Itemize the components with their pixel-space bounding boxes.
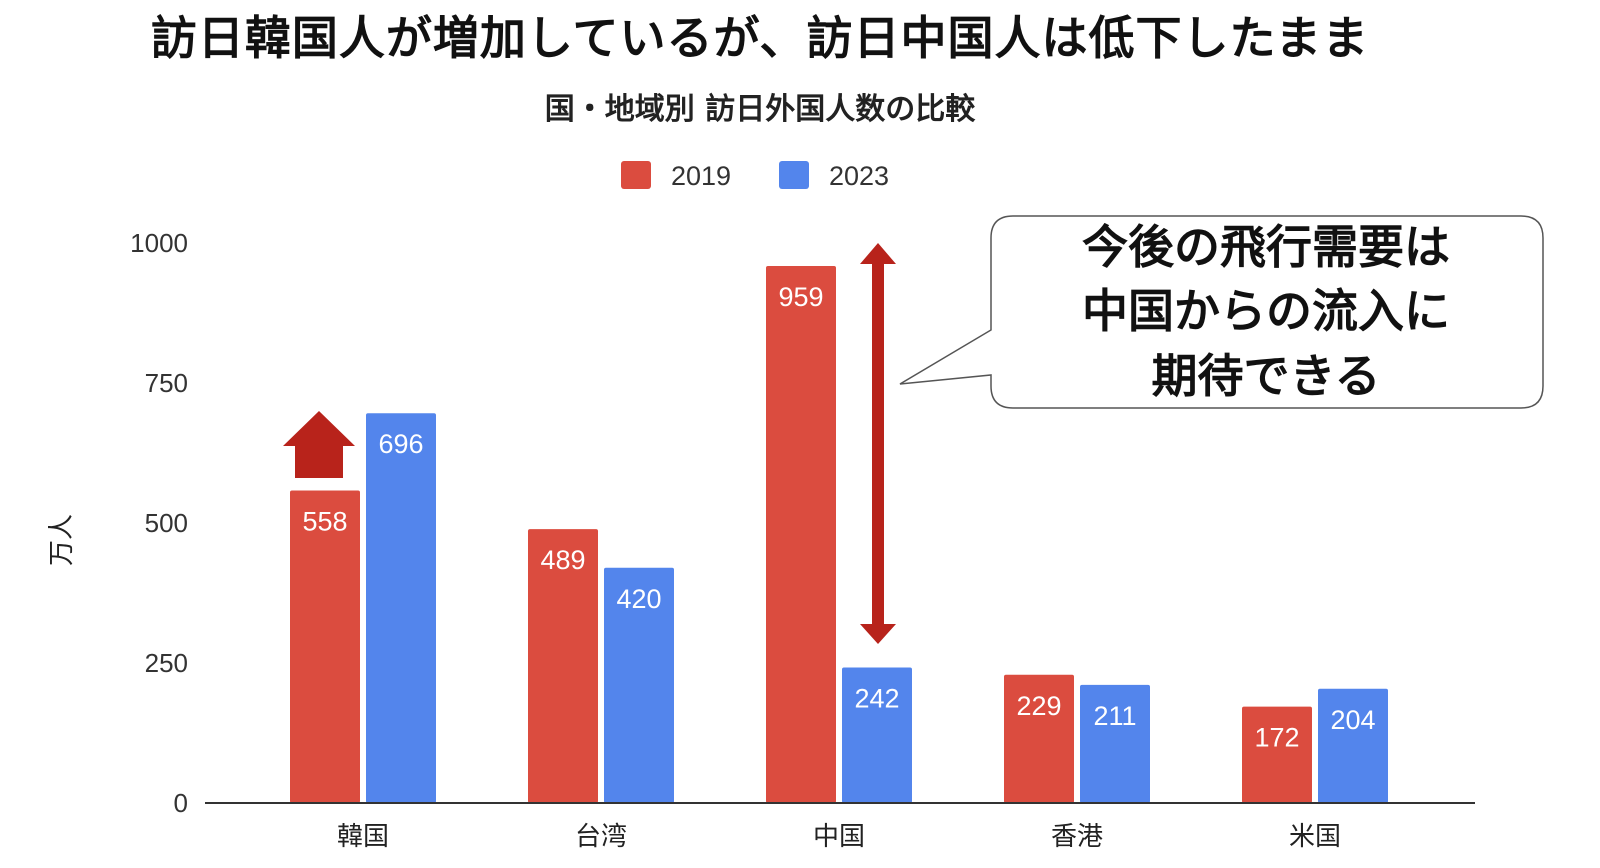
bar-2023-台湾	[604, 567, 674, 803]
bar-2023-韓国	[366, 413, 436, 803]
x-tick-label: 台湾	[575, 822, 627, 852]
data-label-2019-韓国: 558	[302, 507, 347, 537]
data-label-2019-台湾: 489	[540, 545, 585, 575]
data-label-2023-香港: 211	[1093, 701, 1136, 731]
data-label-2023-韓国: 696	[378, 429, 423, 459]
legend-label-2019: 2019	[671, 161, 731, 191]
x-tick-label: 香港	[1051, 822, 1103, 852]
x-tick-label: 韓国	[337, 822, 389, 852]
bar-2019-香港	[1004, 674, 1074, 803]
legend-label-2023: 2023	[829, 161, 889, 191]
bars: 558 696 489 420 959 242 229 211 172 204	[290, 265, 1388, 804]
double-arrow-head-bottom	[860, 624, 896, 644]
bar-2023-中国	[842, 667, 912, 803]
legend: 2019 2023	[621, 161, 889, 191]
double-arrow-head-top	[860, 243, 896, 264]
callout-shape	[899, 215, 1544, 409]
chart-title: 国・地域別 訪日外国人数の比較	[544, 92, 976, 127]
double-arrow-shaft	[872, 262, 884, 626]
callout-line-2: 中国からの流入に	[1082, 284, 1450, 338]
y-tick-label: 500	[145, 508, 188, 538]
bar-2023-香港	[1080, 684, 1150, 803]
data-label-2023-中国: 242	[854, 683, 899, 713]
y-axis: 0 250 500 750 1000	[130, 228, 188, 818]
bar-2019-米国	[1242, 706, 1312, 803]
callout-line-1: 今後の飛行需要は	[1082, 220, 1450, 274]
y-tick-label: 250	[145, 648, 188, 678]
annotations	[283, 243, 896, 644]
data-label-2023-台湾: 420	[616, 584, 661, 614]
headline: 訪日韓国人が増加しているが、訪日中国人は低下したまま	[150, 11, 1370, 65]
data-label-2019-中国: 959	[778, 282, 823, 312]
up-arrow-icon	[283, 411, 355, 478]
x-axis: 韓国 台湾 中国 香港 米国	[205, 802, 1475, 852]
bar-2019-台湾	[528, 529, 598, 803]
callout-line-3: 期待できる	[1151, 349, 1380, 403]
bar-2023-米国	[1318, 688, 1388, 803]
y-tick-label: 0	[174, 788, 188, 818]
data-label-2019-香港: 229	[1016, 691, 1061, 721]
x-tick-label: 米国	[1289, 822, 1341, 852]
bar-2019-韓国	[290, 490, 360, 803]
legend-swatch-2019	[621, 161, 651, 189]
bar-2019-中国	[766, 265, 836, 804]
legend-swatch-2023	[779, 161, 809, 189]
data-label-2019-米国: 172	[1254, 723, 1299, 753]
y-tick-label: 1000	[130, 228, 188, 258]
x-tick-label: 中国	[813, 822, 865, 852]
data-label-2023-米国: 204	[1330, 705, 1375, 735]
y-axis-label: 万人	[47, 514, 77, 566]
y-tick-label: 750	[145, 368, 188, 398]
